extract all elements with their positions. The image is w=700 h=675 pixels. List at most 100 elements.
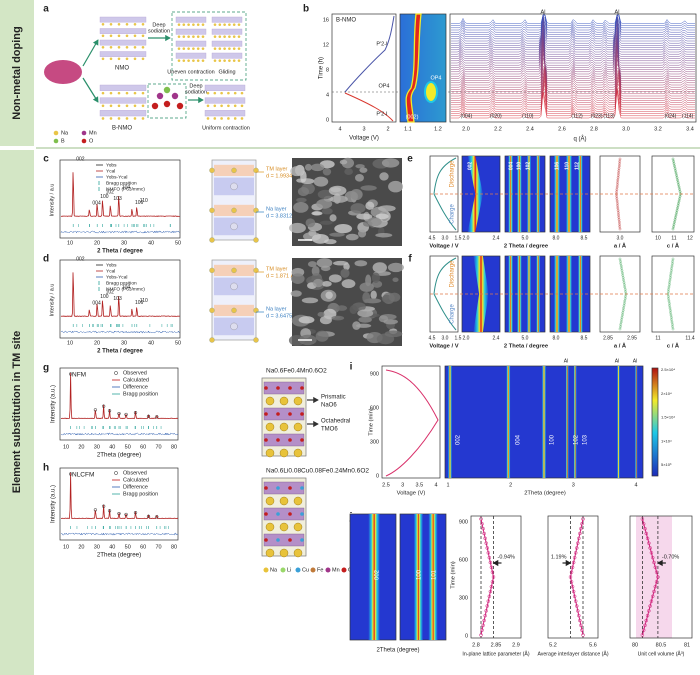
tick-label: 80 [632,642,638,648]
pattern-line [451,14,695,37]
tick-label: 20 [94,340,100,346]
plot-frame [59,367,179,441]
sem-grain [340,268,350,278]
label: NMO [115,66,129,72]
obs-point [68,472,73,476]
heat-stripe [517,156,522,232]
na-atom [141,104,145,108]
na-atom [227,91,230,95]
label: Voltage (V) [349,136,379,142]
label: 002 [375,569,381,580]
tmo6-layer [263,407,305,421]
sem-grain [379,172,389,181]
label: 103 [583,434,589,445]
tm-layer [99,51,147,57]
plot-frame [59,467,179,541]
tick-label: 1×10⁴ [661,438,672,443]
label: Intensity (a.u.) [51,385,57,423]
na-atom [223,59,226,62]
atom [230,282,238,291]
na-atom [109,22,113,26]
label: OP4 [378,83,389,89]
na-atom [232,35,236,38]
na-atom [192,23,195,26]
label: 100 [550,434,556,445]
arrow-head [565,559,572,567]
tick-label: 5×10³ [661,462,672,467]
label: NMFO (P63/mmc) [106,286,145,292]
na-atom [213,47,217,50]
label: TMO6 [321,427,338,433]
sem-grain [301,297,319,304]
heat-stripe [368,514,380,640]
atom [295,567,301,573]
o-atom [288,386,292,390]
tick-label: 11 [671,235,676,241]
pattern-line [451,39,695,70]
na-atom [201,47,205,50]
label: Bragg position [106,180,137,186]
tick-label: 60 [140,544,146,550]
na-atom [187,35,190,38]
tick-label: 4.5 [429,335,436,341]
label: 101 [432,569,438,580]
curve [344,15,395,93]
label: Intensity (a.u.) [51,485,57,523]
tmo6-layer [263,481,305,495]
peak-label: 102 [106,290,115,296]
atom [231,207,237,214]
atom [209,207,215,214]
label: 102 [574,434,580,445]
label: B [61,138,65,144]
sem-grain [357,309,374,318]
label: 1.19% [551,554,567,560]
na-atom [201,23,205,26]
difference-line [60,432,179,436]
label: Discharge [450,160,456,188]
arrow-head [92,96,99,103]
label: d = 1.9934 Å [266,172,298,179]
sem-grain [367,217,382,227]
na-atom [201,35,205,38]
tick-label: 10 [63,544,69,550]
atom [263,567,269,573]
tick-label: 4 [326,92,329,98]
atom [209,267,215,274]
sem-grain [330,195,348,203]
pattern-line [451,65,695,90]
na-atom [117,45,121,49]
obs-point [117,411,121,416]
pattern-line [451,59,695,84]
tick-label: 81 [684,642,690,648]
na-atom [228,47,231,50]
pattern-line [451,14,695,31]
atom [163,86,171,94]
tick-label: 10 [67,240,73,246]
heat-stripe [536,156,541,232]
tick-label: 1.2 [434,126,442,132]
sem-grain [388,292,401,302]
o-atom [276,438,280,442]
sem-grain [356,323,372,328]
tick-label: 1.5×10⁴ [661,415,675,420]
arrow-head [92,39,99,46]
label: Yobs [106,162,117,168]
sem-grain [321,281,332,287]
label: Charge [450,304,456,324]
tick-label: 300 [459,595,468,601]
label: 112 [574,162,580,170]
peak-label: 100 [100,294,109,300]
na-atom [233,104,237,108]
sem-grain [316,199,333,209]
arrow-head [198,96,204,104]
pattern-line [451,27,695,55]
obs-point [124,512,128,517]
na-atom [279,396,289,406]
label: 2 Theta / degree [504,244,549,250]
tick-label: 10 [63,444,69,450]
sem-grain [350,189,363,201]
peak-label: 004 [92,201,101,207]
na-atom [133,22,137,26]
o-atom [264,512,268,516]
pattern-line [451,50,695,79]
